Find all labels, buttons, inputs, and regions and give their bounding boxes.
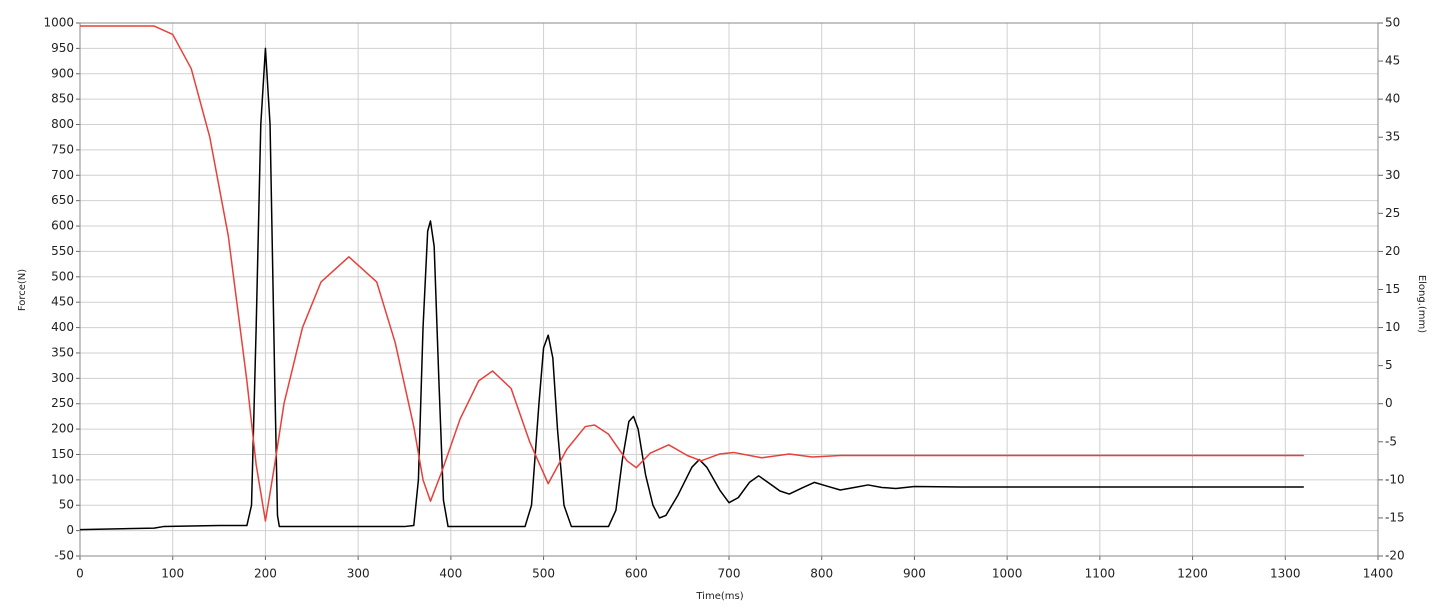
y-tick-label: 200 [51, 422, 74, 436]
y-tick-label: 0 [66, 523, 74, 537]
y-axis-label: Force(N) [17, 269, 28, 311]
y2-axis-label: Elong.(mm) [1416, 275, 1427, 333]
x-tick-label: 400 [439, 567, 462, 581]
y2-tick-label: 45 [1385, 54, 1400, 68]
x-tick-label: 900 [903, 567, 926, 581]
x-tick-label: 300 [347, 567, 370, 581]
x-tick-label: 200 [254, 567, 277, 581]
y-tick-label: 400 [51, 320, 74, 334]
y2-tick-label: -10 [1385, 472, 1405, 486]
y-tick-label: 650 [51, 193, 74, 207]
y2-tick-label: 20 [1385, 244, 1400, 258]
x-tick-label: 500 [532, 567, 555, 581]
y-tick-label: -50 [54, 549, 74, 563]
y2-tick-label: 25 [1385, 206, 1400, 220]
y2-tick-label: 30 [1385, 168, 1400, 182]
y2-tick-label: 5 [1385, 358, 1393, 372]
y-tick-label: 500 [51, 269, 74, 283]
x-axis-label: Time(ms) [695, 591, 743, 602]
y-tick-label: 300 [51, 371, 74, 385]
x-tick-label: 1300 [1270, 567, 1301, 581]
y2-tick-label: -5 [1385, 434, 1397, 448]
y2-tick-label: 35 [1385, 130, 1400, 144]
y-tick-label: 450 [51, 295, 74, 309]
y2-tick-label: 15 [1385, 282, 1400, 296]
x-tick-label: 100 [161, 567, 184, 581]
x-tick-label: 1000 [992, 567, 1023, 581]
x-tick-label: 800 [810, 567, 833, 581]
x-tick-label: 700 [718, 567, 741, 581]
y-tick-label: 250 [51, 396, 74, 410]
x-tick-label: 1100 [1085, 567, 1116, 581]
y2-tick-label: 0 [1385, 396, 1393, 410]
y-tick-label: 50 [59, 498, 74, 512]
data-line [79, 47, 1304, 531]
y-tick-label: 950 [51, 41, 74, 55]
y-tick-label: 150 [51, 447, 74, 461]
y-tick-label: 750 [51, 142, 74, 156]
y2-tick-label: 40 [1385, 92, 1400, 106]
y-tick-label: 100 [51, 472, 74, 486]
y-tick-label: 850 [51, 92, 74, 106]
y-tick-label: 1000 [43, 16, 74, 30]
y2-tick-label: 50 [1385, 16, 1400, 30]
plot-frame [79, 22, 1379, 557]
data-line [80, 25, 1304, 522]
x-tick-label: 1200 [1177, 567, 1208, 581]
y2-tick-label: -15 [1385, 510, 1405, 524]
x-tick-label: 1400 [1363, 567, 1394, 581]
x-tick-label: 600 [625, 567, 648, 581]
y-tick-label: 900 [51, 66, 74, 80]
y-tick-label: 700 [51, 168, 74, 182]
y-tick-label: 550 [51, 244, 74, 258]
y2-tick-label: -20 [1385, 549, 1405, 563]
y2-tick-label: 10 [1385, 320, 1400, 334]
y-tick-label: 600 [51, 219, 74, 233]
y-tick-label: 800 [51, 117, 74, 131]
x-tick-label: 0 [76, 567, 84, 581]
y-tick-label: 350 [51, 345, 74, 359]
